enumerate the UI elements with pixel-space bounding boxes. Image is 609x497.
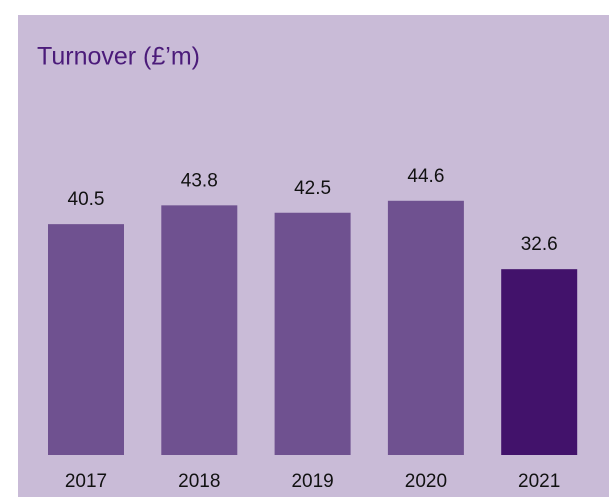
value-label: 44.6 <box>407 166 444 187</box>
bar <box>161 205 238 455</box>
bar <box>274 212 351 455</box>
chart-title: Turnover (£’m) <box>37 43 200 71</box>
value-label: 43.8 <box>181 170 218 191</box>
bar <box>501 269 578 455</box>
x-tick-label: 2018 <box>178 471 220 492</box>
x-tick-label: 2021 <box>518 471 560 492</box>
bar <box>48 224 124 455</box>
value-label: 32.6 <box>521 234 558 255</box>
value-label: 42.5 <box>294 178 331 199</box>
x-tick-label: 2017 <box>65 471 107 492</box>
x-tick-label: 2019 <box>291 471 333 492</box>
value-label: 40.5 <box>68 189 105 210</box>
bar <box>387 200 464 455</box>
x-tick-label: 2020 <box>405 471 447 492</box>
